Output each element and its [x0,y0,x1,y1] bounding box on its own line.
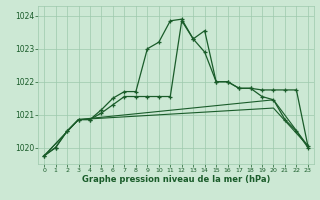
X-axis label: Graphe pression niveau de la mer (hPa): Graphe pression niveau de la mer (hPa) [82,175,270,184]
